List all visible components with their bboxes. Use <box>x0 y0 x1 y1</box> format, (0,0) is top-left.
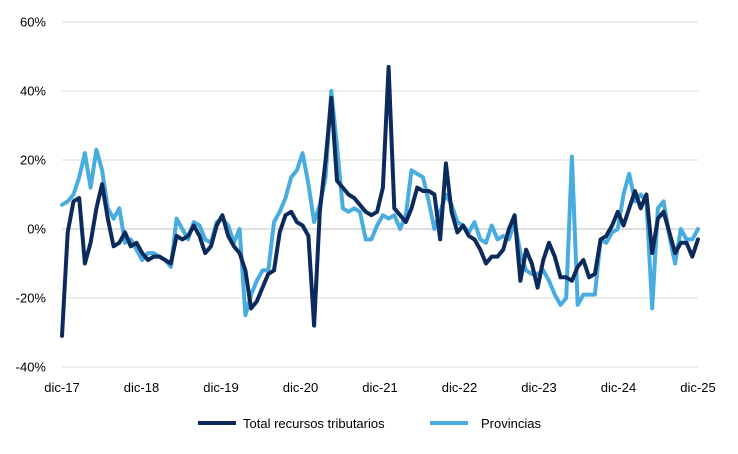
x-tick-label: dic-21 <box>362 380 397 395</box>
y-tick-label: -20% <box>16 291 47 306</box>
x-tick-label: dic-23 <box>521 380 556 395</box>
legend-label: Total recursos tributarios <box>243 416 385 431</box>
x-tick-label: dic-19 <box>203 380 238 395</box>
x-tick-label: dic-18 <box>124 380 159 395</box>
y-tick-label: 0% <box>27 222 46 237</box>
axes: -40% -20% 0% 20% 40% 60% dic-17 dic-18 dic-19 dic… <box>16 15 716 396</box>
legend-label: Provincias <box>481 416 541 431</box>
series-line-total-recursos-tributarios <box>60 64 700 338</box>
gridlines <box>62 21 698 368</box>
x-tick-label: dic-22 <box>442 380 477 395</box>
legend: Total recursos tributarios Provincias <box>198 416 541 431</box>
y-tick-label: 60% <box>20 15 46 30</box>
series-lines <box>60 64 700 338</box>
x-tick-label: dic-17 <box>44 380 79 395</box>
x-tick-label: dic-24 <box>601 380 636 395</box>
x-tick-label: dic-25 <box>680 380 715 395</box>
y-tick-label: 40% <box>20 84 46 99</box>
y-tick-label: 20% <box>20 153 46 168</box>
x-tick-label: dic-20 <box>283 380 318 395</box>
y-tick-label: -40% <box>16 360 47 375</box>
